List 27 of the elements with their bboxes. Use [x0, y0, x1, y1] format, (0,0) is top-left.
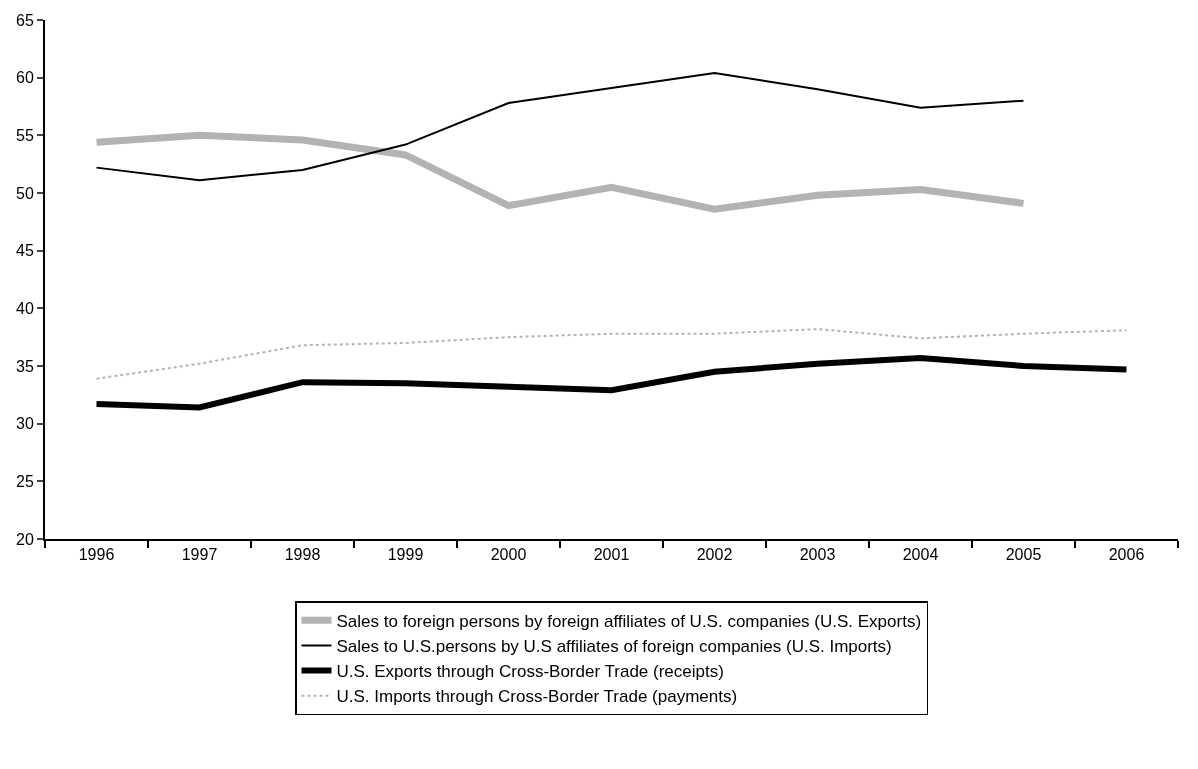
y-tick-label: 30 — [16, 415, 34, 433]
y-tick-label: 25 — [16, 472, 34, 490]
x-tick-label: 2000 — [490, 546, 527, 564]
legend-label: U.S. Exports through Cross-Border Trade (receipts) — [336, 662, 724, 682]
x-tick-label: 1999 — [387, 546, 424, 564]
y-tick-label: 55 — [16, 126, 34, 144]
y-tick-label: 50 — [16, 184, 34, 202]
line-series — [95, 72, 1025, 182]
x-tick-label: 2005 — [1005, 546, 1042, 564]
x-tick-label: 2001 — [593, 546, 630, 564]
y-tick-label: 45 — [16, 242, 34, 260]
y-tick-label: 65 — [16, 11, 34, 29]
x-tick-label: 1997 — [181, 546, 218, 564]
legend-label: Sales to foreign persons by foreign affiliates of U.S. companies (U.S. Exports) — [336, 611, 922, 631]
x-tick-label: 1996 — [78, 546, 115, 564]
x-tick-label: 2002 — [696, 546, 733, 564]
legend-label: Sales to U.S.persons by U.S affiliates of foreign companies (U.S. Imports) — [336, 637, 892, 657]
y-tick-label: 40 — [16, 299, 34, 317]
line-series — [95, 328, 1128, 380]
x-tick-label: 2004 — [902, 546, 939, 564]
x-tick-label: 1998 — [284, 546, 321, 564]
y-tick-label: 35 — [16, 357, 34, 375]
y-tick-label: 60 — [16, 69, 34, 87]
x-tick-label: 2003 — [799, 546, 836, 564]
legend-label: U.S. Imports through Cross-Border Trade (payments) — [336, 687, 738, 707]
y-tick-label: 20 — [16, 530, 34, 548]
x-tick-label: 2006 — [1108, 546, 1145, 564]
